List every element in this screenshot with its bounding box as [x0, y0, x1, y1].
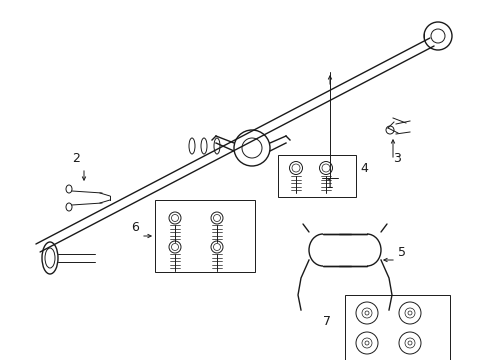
Text: 4: 4 — [360, 162, 368, 175]
Ellipse shape — [66, 185, 72, 193]
Text: 7: 7 — [323, 315, 331, 328]
Bar — [155, 200, 255, 272]
Ellipse shape — [42, 242, 58, 274]
Bar — [278, 155, 356, 197]
Text: 3: 3 — [393, 152, 401, 165]
Bar — [345, 295, 450, 360]
Ellipse shape — [66, 203, 72, 211]
Text: 2: 2 — [72, 152, 80, 165]
Text: 5: 5 — [398, 246, 406, 259]
Text: 6: 6 — [131, 221, 139, 234]
Text: 1: 1 — [326, 178, 334, 191]
